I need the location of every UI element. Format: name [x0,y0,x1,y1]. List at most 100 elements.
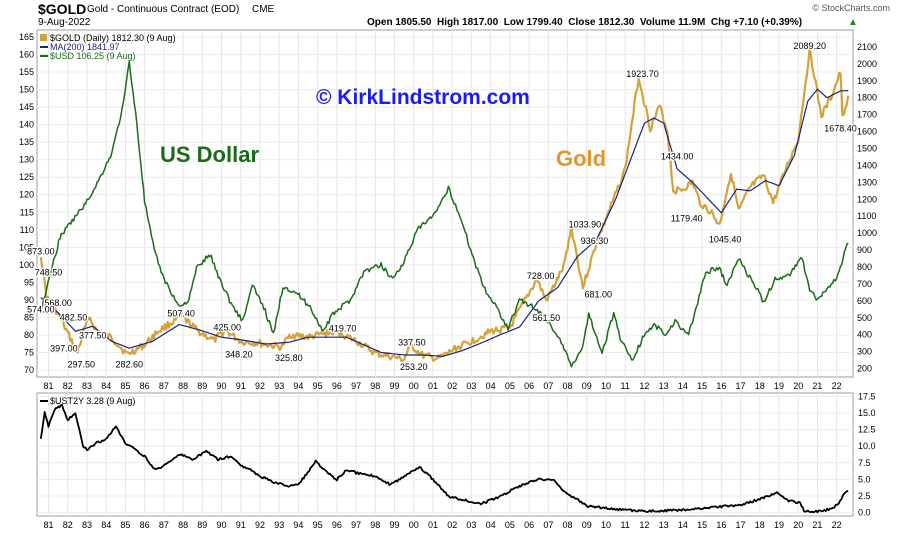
main-x-tick-label: 16 [716,381,726,391]
main-legend: $GOLD (Daily) 1812.30 (9 Aug) MA(200) 18… [40,33,176,61]
right-y-tick-label: 2000 [857,59,877,69]
right-y-tick-label: 1200 [857,194,877,204]
main-x-tick-label: 83 [82,381,92,391]
main-x-tick-label: 15 [697,381,707,391]
main-x-tick-label: 14 [678,381,688,391]
lower-x-tick-label: 94 [293,520,303,530]
quote-line: Open 1805.50 High 1817.00 Low 1799.40 Cl… [367,17,803,28]
ust2y-yield-line [39,403,849,514]
price-data-label: 728.00 [527,271,555,281]
main-x-tick-label: 17 [736,381,746,391]
main-x-tick-label: 97 [351,381,361,391]
left-y-tick-label: 115 [20,207,34,217]
price-data-label: 297.50 [67,360,95,370]
lower-x-tick-label: 89 [197,520,207,530]
left-y-tick-label: 140 [19,120,34,130]
lower-x-tick-label: 98 [370,520,380,530]
lower-x-tick-label: 07 [543,520,553,530]
left-y-tick-label: 155 [19,67,34,77]
left-y-tick-label: 150 [19,85,34,95]
price-data-label: 377.50 [79,330,107,340]
main-x-tick-label: 09 [582,381,592,391]
gold-ma200-line [40,88,849,357]
right-y-tick-label: 900 [857,245,872,255]
lower-x-tick-label: 20 [793,520,803,530]
main-x-tick-label: 86 [140,381,150,391]
main-x-tick-label: 18 [755,381,765,391]
price-data-label: 348.20 [225,350,253,360]
lower-x-tick-label: 19 [774,520,784,530]
lower-y-tick-label: 12.5 [858,425,876,435]
main-x-tick-label: 98 [370,381,380,391]
price-data-label: 568.00 [44,298,72,308]
lower-x-tick-label: 05 [505,520,515,530]
price-data-label: 1434.00 [661,152,694,162]
usd-legend-label: $USD 106.25 (9 Aug) [50,51,136,61]
price-data-label: 337.50 [398,337,426,347]
lower-x-tick-label: 22 [832,520,842,530]
lower-grid [37,393,853,516]
lower-x-tick-label: 06 [524,520,534,530]
price-data-label: 282.60 [116,360,144,370]
right-y-tick-label: 600 [857,296,872,306]
lower-x-tick-label: 16 [716,520,726,530]
gold-legend-label: $GOLD (Daily) 1812.30 (9 Aug) [50,33,176,43]
lower-x-tick-label: 18 [755,520,765,530]
price-data-label: 1033.90 [569,219,602,229]
main-x-tick-label: 87 [159,381,169,391]
gold-annotation: Gold [556,146,606,171]
main-x-tick-label: 06 [524,381,534,391]
price-data-label: 936.30 [581,236,609,246]
right-y-tick-label: 1800 [857,93,877,103]
main-x-tick-label: 94 [293,381,303,391]
main-x-tick-label: 93 [274,381,284,391]
left-y-tick-label: 160 [19,50,34,60]
left-y-tick-label: 80 [24,330,34,340]
main-x-tick-label: 95 [313,381,323,391]
gold-legend-swatch [40,34,47,41]
main-ticks: 81 82 83 84 85 86 87 88 89 90 91 92 93 94 95 96 97 98 99 00… [19,32,877,391]
right-y-tick-label: 1100 [857,211,876,221]
left-y-tick-label: 105 [19,242,34,252]
lower-x-tick-label: 84 [101,520,111,530]
main-x-tick-label: 81 [44,381,54,391]
main-x-tick-label: 12 [639,381,649,391]
left-y-tick-label: 120 [19,190,34,200]
lower-x-tick-label: 96 [332,520,342,530]
symbol-title: $GOLD [38,1,87,17]
main-x-tick-label: 08 [563,381,573,391]
lower-y-tick-label: 15.0 [858,408,876,418]
price-data-label: 1045.40 [709,234,742,244]
lower-y-tick-label: 7.5 [858,458,871,468]
usd-annotation: US Dollar [160,142,259,167]
main-x-tick-label: 10 [601,381,611,391]
lower-x-tick-label: 01 [428,520,438,530]
lower-x-tick-label: 85 [120,520,130,530]
right-y-tick-label: 500 [857,313,872,323]
stockcharts-watermark: © StockCharts.com [812,3,890,13]
lower-y-tick-label: 0.0 [858,508,871,518]
main-x-tick-label: 85 [120,381,130,391]
main-x-tick-label: 11 [621,381,630,391]
lower-x-tick-label: 86 [140,520,150,530]
lower-x-tick-label: 14 [678,520,688,530]
lower-x-tick-label: 15 [697,520,707,530]
right-y-tick-label: 1400 [857,160,877,170]
main-x-tick-label: 91 [236,381,246,391]
price-data-label: 253.20 [400,362,428,372]
left-y-tick-label: 75 [24,347,34,357]
main-x-tick-label: 02 [447,381,457,391]
main-x-tick-label: 20 [793,381,803,391]
left-y-tick-label: 125 [19,172,34,182]
right-y-tick-label: 1700 [857,110,877,120]
lower-x-tick-label: 13 [659,520,669,530]
lower-x-tick-label: 17 [736,520,746,530]
main-x-tick-label: 82 [63,381,73,391]
lower-x-tick-label: 82 [63,520,73,530]
main-x-tick-label: 92 [255,381,265,391]
lower-y-tick-label: 5.0 [858,474,871,484]
lower-plot-frame [36,392,854,517]
price-data-label: 397.00 [50,344,78,354]
right-y-tick-label: 300 [857,347,872,357]
